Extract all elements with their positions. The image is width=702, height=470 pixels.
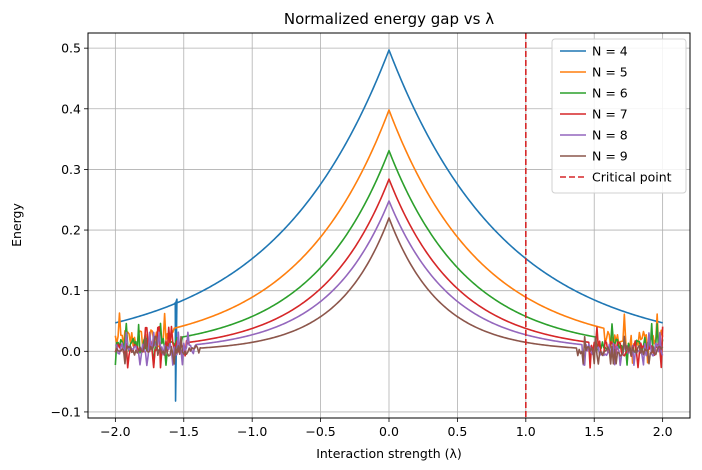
series-line	[114, 217, 664, 365]
y-tick-label: 0.3	[61, 162, 81, 177]
y-axis-label: Energy	[9, 203, 24, 247]
x-axis-ticks: −2.0 −1.5 −1.0 −0.5 0.0 0.5 1.0 1.5 2.0	[100, 418, 673, 439]
x-tick-label: −0.5	[305, 424, 335, 439]
y-tick-label: 0.5	[61, 41, 81, 56]
x-tick-label: 2.0	[653, 424, 673, 439]
series-line	[114, 178, 664, 369]
y-tick-label: 0.4	[61, 101, 81, 116]
legend-label: N = 4	[592, 44, 628, 59]
x-tick-label: 1.5	[584, 424, 604, 439]
legend-box	[551, 38, 687, 194]
series-line	[115, 200, 664, 367]
legend-label: N = 7	[592, 107, 628, 122]
y-tick-label: 0.1	[61, 283, 81, 298]
y-tick-label: 0.0	[61, 344, 81, 359]
legend-label: N = 8	[592, 128, 628, 143]
y-axis-ticks: −0.1 0.0 0.1 0.2 0.3 0.4 0.5	[51, 41, 88, 419]
x-tick-label: −1.0	[237, 424, 267, 439]
legend: N = 4 N = 5 N = 6 N = 7 N = 8 N = 9 Critical p…	[551, 38, 687, 194]
x-axis-label: Interaction strength (λ)	[316, 446, 462, 461]
x-tick-label: −2.0	[100, 424, 130, 439]
legend-label: Critical point	[592, 170, 672, 185]
y-tick-label: −0.1	[51, 404, 81, 419]
legend-label: N = 6	[592, 86, 628, 101]
series-line	[114, 149, 664, 366]
legend-label: N = 9	[592, 149, 628, 164]
y-tick-label: 0.2	[61, 223, 81, 238]
chart-title: Normalized energy gap vs λ	[284, 10, 494, 28]
x-tick-label: −1.5	[169, 424, 199, 439]
x-tick-label: 0.0	[379, 424, 399, 439]
series-lines	[114, 49, 664, 402]
series-line	[115, 49, 663, 402]
series-line	[114, 109, 664, 364]
x-tick-label: 1.0	[516, 424, 536, 439]
x-tick-label: 0.5	[447, 424, 467, 439]
legend-label: N = 5	[592, 65, 628, 80]
